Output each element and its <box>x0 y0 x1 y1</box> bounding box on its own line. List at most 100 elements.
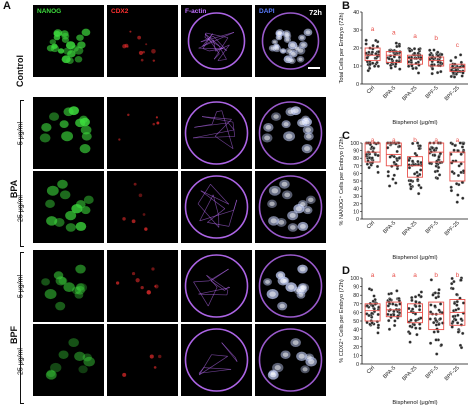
data-point <box>410 64 413 67</box>
micrograph-image <box>255 324 326 396</box>
data-point <box>417 71 420 74</box>
data-point <box>396 167 399 170</box>
y-axis-label: Total Cells per Embryo (72h) <box>339 12 345 83</box>
data-point <box>451 170 454 173</box>
micrograph-tile <box>181 97 252 169</box>
category-label: BPA-25 <box>401 220 418 237</box>
category-label: BPA-5 <box>382 220 397 235</box>
data-point <box>453 149 456 152</box>
y-tick-label: 30 <box>353 336 359 342</box>
data-point <box>410 299 413 302</box>
data-point <box>435 296 438 299</box>
data-point <box>462 142 465 145</box>
data-point <box>377 171 380 174</box>
data-point <box>436 71 439 74</box>
data-point <box>411 160 414 163</box>
data-point <box>373 65 376 68</box>
data-point <box>460 153 463 156</box>
micrograph-tile <box>181 171 252 243</box>
data-point <box>407 65 410 68</box>
x-axis-label: Bisphenol (μg/ml) <box>392 400 437 406</box>
data-point <box>449 59 452 62</box>
micrograph-image <box>181 97 252 169</box>
data-point <box>393 174 396 177</box>
data-point <box>415 333 418 336</box>
data-point <box>372 44 375 47</box>
data-point <box>376 61 379 64</box>
data-point <box>376 331 379 334</box>
data-point <box>373 307 376 310</box>
micrograph-image <box>181 5 252 77</box>
data-point <box>365 39 368 42</box>
channel-label: DAPI <box>259 8 275 15</box>
micrograph-tile <box>107 171 178 243</box>
significance-letter: a <box>413 33 417 40</box>
micrograph-image <box>107 324 178 396</box>
data-point <box>455 304 458 307</box>
data-point <box>431 293 434 296</box>
significance-letter: b <box>413 137 417 144</box>
data-point <box>413 52 416 55</box>
data-point <box>439 317 442 320</box>
micrograph-image <box>181 250 252 322</box>
data-point <box>439 302 442 305</box>
micrograph-row <box>33 97 326 169</box>
data-point <box>388 185 391 188</box>
data-point <box>456 193 459 196</box>
micrograph-tile <box>33 97 104 169</box>
x-axis-label: Bisphenol (μg/ml) <box>392 255 437 261</box>
micrograph-row <box>33 171 326 243</box>
data-point <box>370 312 373 315</box>
data-point <box>408 166 411 169</box>
y-tick-label: 20 <box>353 202 359 208</box>
data-point <box>368 287 371 290</box>
micrograph-image <box>107 171 178 243</box>
y-tick-label: 20 <box>353 345 359 351</box>
data-point <box>387 304 390 307</box>
data-point <box>440 53 443 56</box>
data-point <box>366 56 369 59</box>
y-tick-label: 20 <box>353 46 359 52</box>
data-point <box>395 289 398 292</box>
data-point <box>450 186 453 189</box>
micrograph-image <box>107 250 178 322</box>
micrograph-tile <box>181 250 252 322</box>
data-point <box>365 42 368 45</box>
data-point <box>428 53 431 56</box>
micrograph-tile: NANOG <box>33 5 104 77</box>
data-point <box>371 321 374 324</box>
category-label: BPF-25 <box>444 220 461 237</box>
data-point <box>371 51 374 54</box>
y-tick-label: 80 <box>353 156 359 162</box>
data-point <box>418 308 421 311</box>
data-point <box>433 304 436 307</box>
data-point <box>436 177 439 180</box>
y-tick-label: 30 <box>353 194 359 200</box>
y-tick-label: 0 <box>356 362 359 368</box>
significance-letter: a <box>371 26 375 33</box>
data-point <box>419 317 422 320</box>
category-label: Ctrl <box>366 220 376 230</box>
data-point <box>376 165 379 168</box>
category-label: BPF-5 <box>425 85 440 100</box>
data-point <box>420 291 423 294</box>
y-tick-label: 90 <box>353 149 359 155</box>
data-point <box>460 61 463 64</box>
data-point <box>377 313 380 316</box>
data-point <box>411 308 414 311</box>
data-point <box>395 42 398 45</box>
micrograph-image <box>107 97 178 169</box>
significance-letter: b <box>434 272 438 279</box>
micrograph-tile <box>107 250 178 322</box>
data-point <box>417 184 420 187</box>
data-point <box>461 332 464 335</box>
data-point <box>391 178 394 181</box>
data-point <box>435 353 438 356</box>
data-point <box>429 303 432 306</box>
data-point <box>366 163 369 166</box>
